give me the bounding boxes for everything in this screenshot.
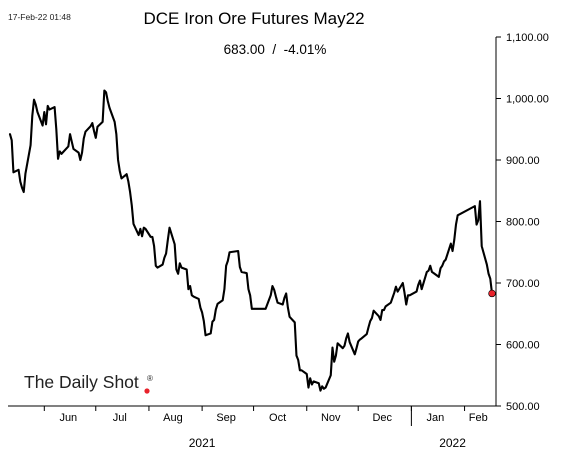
- x-month-label: Sep: [216, 412, 236, 424]
- x-month-label: Oct: [269, 412, 286, 424]
- y-tick-label: 800.00: [506, 217, 540, 229]
- timestamp: 17-Feb-22 01:48: [8, 12, 71, 22]
- y-axis-ticks: 500.00 600.00 700.00 800.00 900.00 1,000.00 1,…: [496, 32, 549, 413]
- y-tick-label: 700.00: [506, 278, 540, 290]
- last-price-point: [488, 289, 496, 298]
- x-month-label: Nov: [321, 412, 341, 424]
- x-month-label: Dec: [372, 412, 392, 424]
- y-tick-label: 1,100.00: [506, 32, 549, 44]
- x-month-label: Aug: [163, 412, 183, 424]
- x-year-label: 2022: [439, 436, 466, 450]
- x-month-label: Jun: [59, 412, 77, 424]
- chart-title: DCE Iron Ore Futures May22: [143, 9, 364, 28]
- x-month-label: Feb: [469, 412, 488, 424]
- y-tick-label: 600.00: [506, 340, 540, 352]
- x-axis-year-labels: 2021 2022: [189, 436, 466, 450]
- price-series-line: [8, 89, 494, 392]
- logo-dot: [144, 388, 150, 394]
- x-month-label: Jul: [113, 412, 127, 424]
- y-tick-label: 900.00: [506, 155, 540, 167]
- x-axis-month-labels: Jun Jul Aug Sep Oct Nov Dec Jan Feb: [59, 412, 487, 424]
- x-axis-ticks: [43, 406, 466, 426]
- price-change-summary: 683.00 / -4.01%: [224, 42, 327, 57]
- logo-text: The Daily Shot: [24, 372, 139, 392]
- y-tick-label: 500.00: [506, 401, 540, 413]
- daily-shot-logo: The Daily Shot ®: [24, 372, 153, 394]
- y-tick-label: 1,000.00: [506, 94, 549, 106]
- x-month-label: Jan: [427, 412, 445, 424]
- x-year-label: 2021: [189, 436, 216, 450]
- logo-registered-mark: ®: [147, 374, 153, 383]
